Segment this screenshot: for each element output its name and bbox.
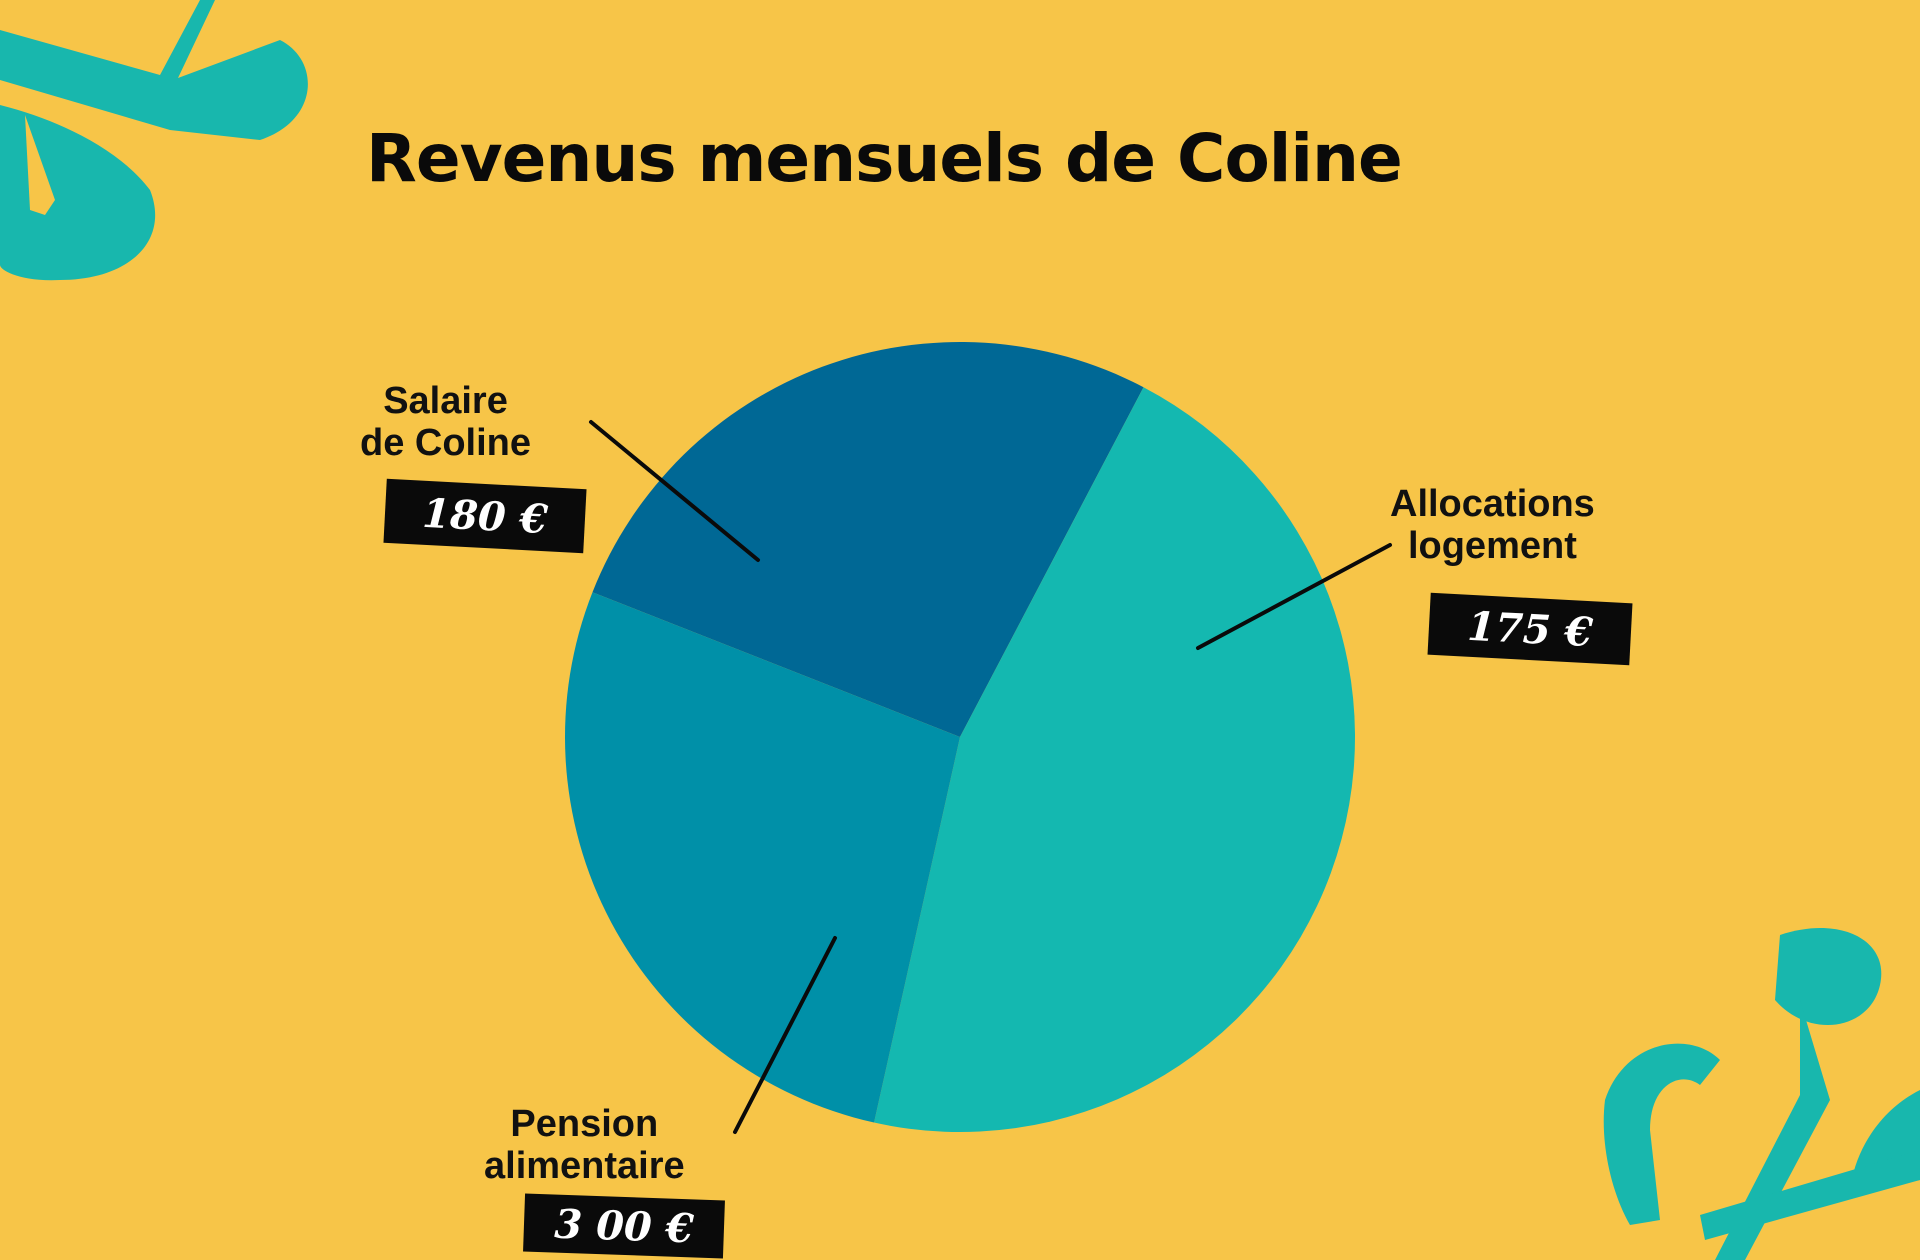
pie-slice-salaire [564, 592, 960, 1123]
leader-line-allocations [1196, 543, 1392, 650]
slice-label-allocations-line2: logement [1407, 525, 1577, 567]
slice-label-allocations: Allocations logement [1390, 483, 1595, 567]
slice-label-salaire-line1: Salaire [383, 380, 508, 422]
slice-label-pension-line1: Pension [510, 1103, 659, 1145]
slice-label-pension: Pension alimentaire [484, 1103, 685, 1187]
value-tag-salaire: 180 € [383, 478, 587, 554]
slice-label-pension-line2: alimentaire [484, 1145, 685, 1187]
squiggle-bottom-right [1603, 928, 1920, 1260]
chart-title: Revenus mensuels de Coline [366, 120, 1403, 197]
pie-slice-pension [874, 387, 1355, 1132]
leader-line-salaire [589, 420, 760, 562]
pie-slice-allocations [592, 342, 1144, 737]
slice-label-allocations-line1: Allocations [1390, 483, 1595, 525]
value-tag-allocations: 175 € [1427, 592, 1633, 666]
value-tag-pension: 3 00 € [523, 1193, 725, 1259]
slice-label-salaire: Salaire de Coline [360, 380, 531, 464]
squiggle-top-left [0, 0, 308, 281]
leader-line-pension [733, 936, 837, 1134]
slice-label-salaire-line2: de Coline [360, 422, 532, 464]
